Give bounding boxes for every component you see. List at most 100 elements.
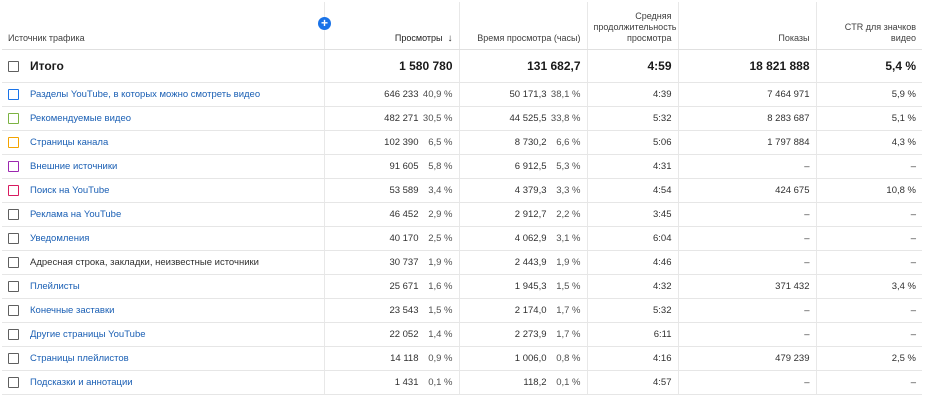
views-value: 25 671 (389, 281, 419, 292)
traffic-source-link[interactable]: Уведомления (30, 233, 90, 244)
views-value: 646 233 (384, 89, 419, 100)
avg-duration-value: 6:11 (587, 322, 679, 347)
traffic-source-link[interactable]: Подсказки и аннотации (30, 377, 133, 388)
ctr-value: – (816, 250, 922, 275)
watch-time-cell: 1 006,0 0,8 % (459, 346, 588, 371)
traffic-source-link[interactable]: Поиск на YouTube (30, 185, 110, 196)
column-header-views-label: Просмотры (394, 33, 443, 43)
row-checkbox[interactable] (8, 137, 19, 148)
views-value: 91 605 (389, 161, 419, 172)
total-checkbox[interactable] (8, 60, 19, 72)
table-row: Плейлисты 25 671 1,6 % 1 945,3 1,5 % 4:32 371 … (2, 274, 922, 299)
views-cell: 482 271 30,5 % (324, 106, 460, 131)
watch-time-cell: 50 171,3 38,1 % (459, 82, 588, 107)
traffic-source-link[interactable]: Конечные заставки (30, 305, 115, 316)
total-avg-duration: 4:59 (587, 49, 679, 83)
row-checkbox[interactable] (8, 89, 19, 100)
watch-time-value: 6 912,5 (514, 161, 547, 172)
watch-time-percent: 1,5 % (556, 281, 581, 292)
watch-time-cell: 2 912,7 2,2 % (459, 202, 588, 227)
views-cell: 40 170 2,5 % (324, 226, 460, 251)
watch-time-value: 4 379,3 (514, 185, 547, 196)
table-row: Другие страницы YouTube 22 052 1,4 % 2 273,… (2, 322, 922, 347)
avg-duration-value: 3:45 (587, 202, 679, 227)
traffic-sources-table: Источник трафика Просмотры ↓ Время просмо… (2, 2, 922, 395)
views-value: 23 543 (389, 305, 419, 316)
ctr-value: 3,4 % (816, 274, 922, 299)
ctr-value: – (816, 226, 922, 251)
row-checkbox[interactable] (8, 113, 19, 124)
watch-time-value: 44 525,5 (509, 113, 547, 124)
watch-time-value: 2 443,9 (514, 257, 547, 268)
row-checkbox[interactable] (8, 305, 19, 316)
total-ctr: 5,4 % (816, 49, 922, 83)
watch-time-value: 4 062,9 (514, 233, 547, 244)
watch-time-value: 2 912,7 (514, 209, 547, 220)
watch-time-percent: 33,8 % (550, 113, 581, 124)
row-checkbox[interactable] (8, 257, 19, 268)
traffic-source-link[interactable]: Рекомендуемые видео (30, 113, 132, 124)
watch-time-percent: 5,3 % (556, 161, 581, 172)
avg-duration-value: 4:46 (587, 250, 679, 275)
table-row: Внешние источники 91 605 5,8 % 6 912,5 5,3 %… (2, 154, 922, 179)
avg-duration-value: 6:04 (587, 226, 679, 251)
watch-time-cell: 2 443,9 1,9 % (459, 250, 588, 275)
impressions-value: 8 283 687 (678, 106, 817, 131)
watch-time-cell: 4 062,9 3,1 % (459, 226, 588, 251)
ctr-value: 2,5 % (816, 346, 922, 371)
column-header-ctr[interactable]: CTR для значков видео (816, 2, 922, 50)
views-value: 482 271 (384, 113, 419, 124)
views-percent: 0,9 % (428, 353, 453, 364)
traffic-source-link[interactable]: Плейлисты (30, 281, 80, 292)
row-checkbox[interactable] (8, 377, 19, 388)
impressions-value: – (678, 202, 817, 227)
sort-descending-icon[interactable]: ↓ (447, 33, 453, 44)
watch-time-cell: 44 525,5 33,8 % (459, 106, 588, 131)
watch-time-cell: 2 273,9 1,7 % (459, 322, 588, 347)
impressions-value: – (678, 250, 817, 275)
traffic-source-link[interactable]: Страницы канала (30, 137, 109, 148)
ctr-value: 5,9 % (816, 82, 922, 107)
views-cell: 46 452 2,9 % (324, 202, 460, 227)
row-checkbox[interactable] (8, 353, 19, 364)
traffic-source-link[interactable]: Реклама на YouTube (30, 209, 122, 220)
ctr-value: 10,8 % (816, 178, 922, 203)
add-metric-button[interactable]: + (318, 17, 331, 30)
traffic-source-link[interactable]: Другие страницы YouTube (30, 329, 146, 340)
views-value: 46 452 (389, 209, 419, 220)
ctr-value: – (816, 154, 922, 179)
views-percent: 1,9 % (428, 257, 453, 268)
views-percent: 1,6 % (428, 281, 453, 292)
table-row: Реклама на YouTube 46 452 2,9 % 2 912,7 2,2 … (2, 202, 922, 227)
watch-time-cell: 1 945,3 1,5 % (459, 274, 588, 299)
watch-time-percent: 6,6 % (556, 137, 581, 148)
watch-time-value: 2 273,9 (514, 329, 547, 340)
impressions-value: 7 464 971 (678, 82, 817, 107)
row-checkbox[interactable] (8, 161, 19, 172)
views-cell: 91 605 5,8 % (324, 154, 460, 179)
table-row: Рекомендуемые видео 482 271 30,5 % 44 525,5… (2, 106, 922, 131)
column-header-watch-time[interactable]: Время просмотра (часы) (459, 2, 588, 50)
traffic-source-link[interactable]: Внешние источники (30, 161, 118, 172)
column-header-avg-duration[interactable]: Средняя продолжительность просмотра (587, 2, 679, 50)
views-percent: 6,5 % (428, 137, 453, 148)
row-checkbox[interactable] (8, 329, 19, 340)
views-value: 30 737 (389, 257, 419, 268)
views-value: 53 589 (389, 185, 419, 196)
views-percent: 1,4 % (428, 329, 453, 340)
row-checkbox[interactable] (8, 233, 19, 244)
column-header-views[interactable]: Просмотры ↓ (324, 2, 460, 50)
total-row: Итого 1 580 780 131 682,7 4:59 18 821 88… (2, 49, 922, 83)
row-checkbox[interactable] (8, 185, 19, 196)
table-row: Подсказки и аннотации 1 431 0,1 % 118,2 0,1 … (2, 370, 922, 395)
column-header-source[interactable]: Источник трафика (2, 2, 325, 50)
row-checkbox[interactable] (8, 281, 19, 292)
avg-duration-value: 4:31 (587, 154, 679, 179)
table-row: Адресная строка, закладки, неизвестные и… (2, 250, 922, 275)
avg-duration-value: 4:54 (587, 178, 679, 203)
impressions-value: – (678, 154, 817, 179)
column-header-impressions[interactable]: Показы (678, 2, 817, 50)
traffic-source-link[interactable]: Разделы YouTube, в которых можно смотрет… (30, 89, 261, 100)
traffic-source-link[interactable]: Страницы плейлистов (30, 353, 129, 364)
row-checkbox[interactable] (8, 209, 19, 220)
